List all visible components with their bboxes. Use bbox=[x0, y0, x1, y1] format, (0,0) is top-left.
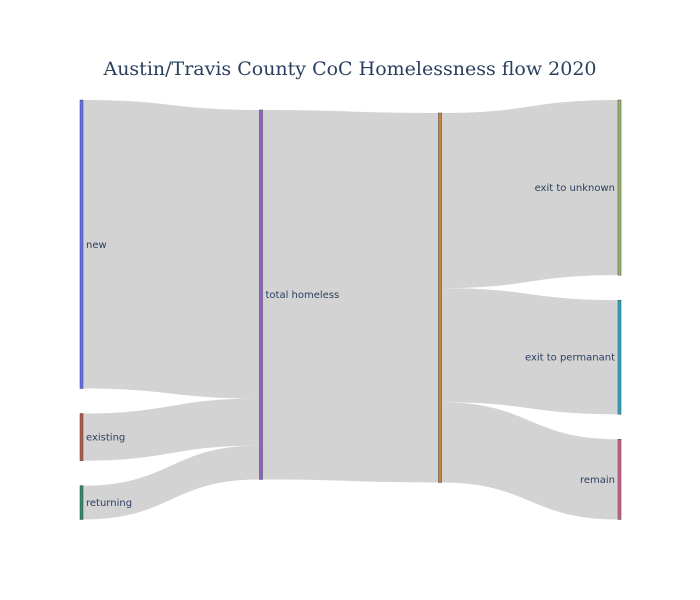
node-exit_perm[interactable] bbox=[617, 299, 622, 415]
node-returning[interactable] bbox=[79, 485, 84, 520]
node-label-exit_perm: exit to permanant bbox=[525, 353, 615, 364]
link-new-to-total[interactable] bbox=[83, 100, 260, 399]
node-new[interactable] bbox=[79, 99, 84, 389]
node-label-exit_unknown: exit to unknown bbox=[535, 183, 615, 194]
node-bridge[interactable] bbox=[438, 112, 442, 483]
links-layer bbox=[83, 100, 619, 520]
node-existing[interactable] bbox=[79, 413, 84, 461]
node-total[interactable] bbox=[259, 109, 263, 480]
link-returning-to-total[interactable] bbox=[83, 445, 260, 520]
nodes-layer bbox=[79, 99, 622, 520]
link-total-to-bridge[interactable] bbox=[262, 110, 439, 483]
chart-title: Austin/Travis County CoC Homelessness fl… bbox=[102, 58, 596, 80]
node-exit_unknown[interactable] bbox=[617, 99, 622, 276]
labels-layer: new existing returning total homeless exit t… bbox=[86, 183, 615, 509]
node-label-existing: existing bbox=[86, 433, 125, 444]
link-bridge-to-remain[interactable] bbox=[441, 402, 619, 520]
link-existing-to-total[interactable] bbox=[83, 398, 260, 461]
link-bridge-to-exit_perm[interactable] bbox=[441, 288, 619, 415]
link-bridge-to-exit_unknown[interactable] bbox=[441, 100, 619, 289]
node-label-remain: remain bbox=[580, 475, 615, 486]
node-label-returning: returning bbox=[86, 498, 132, 509]
node-label-total: total homeless bbox=[266, 290, 340, 301]
node-label-new: new bbox=[86, 240, 107, 251]
node-remain[interactable] bbox=[617, 438, 622, 520]
